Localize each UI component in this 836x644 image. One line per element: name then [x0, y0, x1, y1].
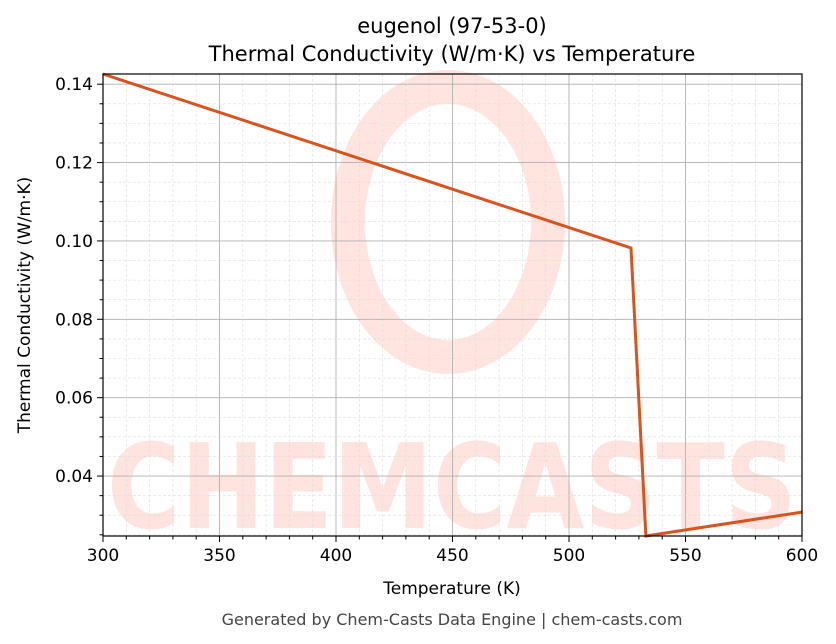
chart-subtitle: Thermal Conductivity (W/m·K) vs Temperat… [208, 42, 696, 66]
watermark: CHEMCASTS [107, 70, 797, 556]
y-axis-label: Thermal Conductivity (W/m·K) [15, 177, 35, 435]
y-tick-label: 0.12 [55, 154, 93, 174]
watermark-logo-ring [331, 70, 565, 374]
x-tick-label: 350 [203, 546, 235, 566]
x-tick-label: 600 [786, 546, 818, 566]
y-tick-label: 0.06 [55, 389, 93, 409]
x-axis-label: Temperature (K) [382, 579, 521, 599]
footer-credit: Generated by Chem-Casts Data Engine | ch… [222, 610, 683, 629]
y-tick-label: 0.04 [55, 467, 93, 487]
watermark-text: CHEMCASTS [107, 418, 797, 556]
x-tick-label: 400 [320, 546, 352, 566]
y-tick-label: 0.14 [55, 75, 93, 95]
x-tick-label: 500 [553, 546, 585, 566]
series-line [102, 72, 803, 538]
plot-frame [102, 73, 803, 537]
chart-title: eugenol (97-53-0) [357, 14, 547, 38]
x-tick-label: 300 [87, 546, 119, 566]
x-tick-label: 550 [669, 546, 701, 566]
y-tick-label: 0.10 [55, 232, 93, 252]
x-tick-label: 450 [436, 546, 468, 566]
y-tick-label: 0.08 [55, 310, 93, 330]
